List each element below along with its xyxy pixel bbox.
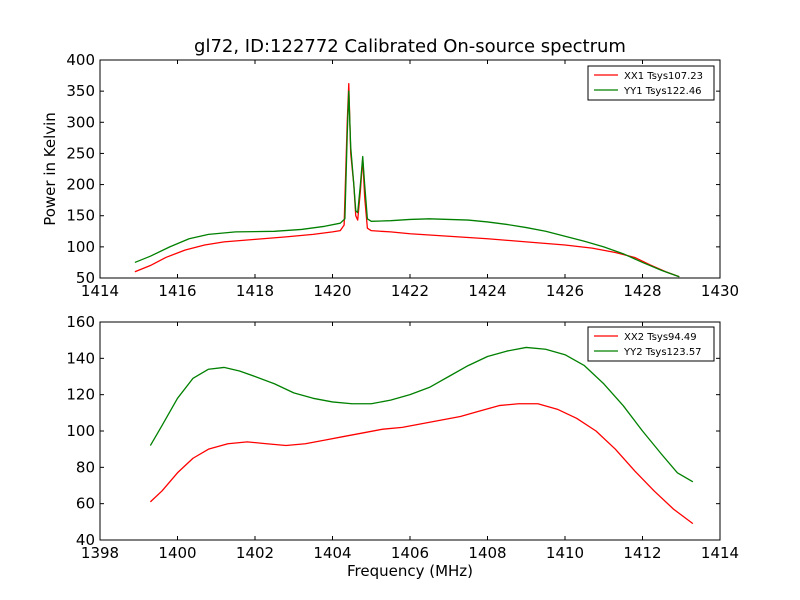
y-tick-label-2-0: 40 — [76, 531, 95, 549]
x-tick-label-1-8: 1430 — [701, 282, 739, 300]
y-tick-label-1-7: 400 — [66, 51, 95, 69]
legend-box-2 — [587, 326, 715, 362]
x-tick-label-2-8: 1414 — [701, 544, 739, 562]
series-line-1-1 — [134, 83, 680, 278]
x-tick-label-1-5: 1424 — [468, 282, 506, 300]
legend-label-2-1: XX2 Tsys94.49 — [624, 332, 697, 343]
y-tick-label-1-6: 350 — [66, 82, 95, 100]
x-tick-label-1-6: 1426 — [546, 282, 584, 300]
x-tick-label-1-2: 1418 — [236, 282, 274, 300]
x-tick-label-1-3: 1420 — [313, 282, 351, 300]
x-axis-label-2: Frequency (MHz) — [347, 562, 473, 580]
x-tick-label-2-3: 1404 — [313, 544, 351, 562]
y-tick-label-2-4: 120 — [66, 386, 95, 404]
x-tick-label-2-1: 1400 — [158, 544, 196, 562]
y-tick-label-2-5: 140 — [66, 349, 95, 367]
x-tick-label-2-5: 1408 — [468, 544, 506, 562]
y-tick-label-2-3: 100 — [66, 422, 95, 440]
x-tick-label-1-0: 1414 — [81, 282, 119, 300]
legend-box-1 — [587, 65, 715, 101]
chart-title: gl72, ID:122772 Calibrated On-source spe… — [194, 36, 626, 57]
series-line-2-2 — [149, 346, 694, 483]
series-line-1-2 — [134, 90, 680, 278]
y-tick-label-1-5: 300 — [66, 113, 95, 131]
y-tick-label-1-4: 250 — [66, 144, 95, 162]
legend-label-1-1: XX1 Tsys107.23 — [624, 71, 703, 82]
y-tick-label-2-2: 80 — [76, 458, 95, 476]
legend-label-1-2: YY1 Tsys122.46 — [623, 86, 702, 97]
y-tick-label-2-6: 160 — [66, 313, 95, 331]
y-tick-label-1-0: 50 — [76, 269, 95, 287]
x-tick-label-2-4: 1406 — [391, 544, 429, 562]
series-line-2-1 — [149, 403, 694, 525]
x-tick-label-1-7: 1428 — [623, 282, 661, 300]
y-tick-label-1-1: 100 — [66, 238, 95, 256]
y-axis-label-1: Power in Kelvin — [41, 112, 59, 226]
y-tick-label-1-3: 200 — [66, 176, 95, 194]
x-tick-label-2-0: 1398 — [81, 544, 119, 562]
y-tick-label-2-1: 60 — [76, 495, 95, 513]
legend-label-2-2: YY2 Tsys123.57 — [623, 347, 702, 358]
x-tick-label-2-7: 1412 — [623, 544, 661, 562]
x-tick-label-2-2: 1402 — [236, 544, 274, 562]
x-tick-label-1-1: 1416 — [158, 282, 196, 300]
x-tick-label-1-4: 1422 — [391, 282, 429, 300]
x-tick-label-2-6: 1410 — [546, 544, 584, 562]
y-tick-label-1-2: 150 — [66, 207, 95, 225]
